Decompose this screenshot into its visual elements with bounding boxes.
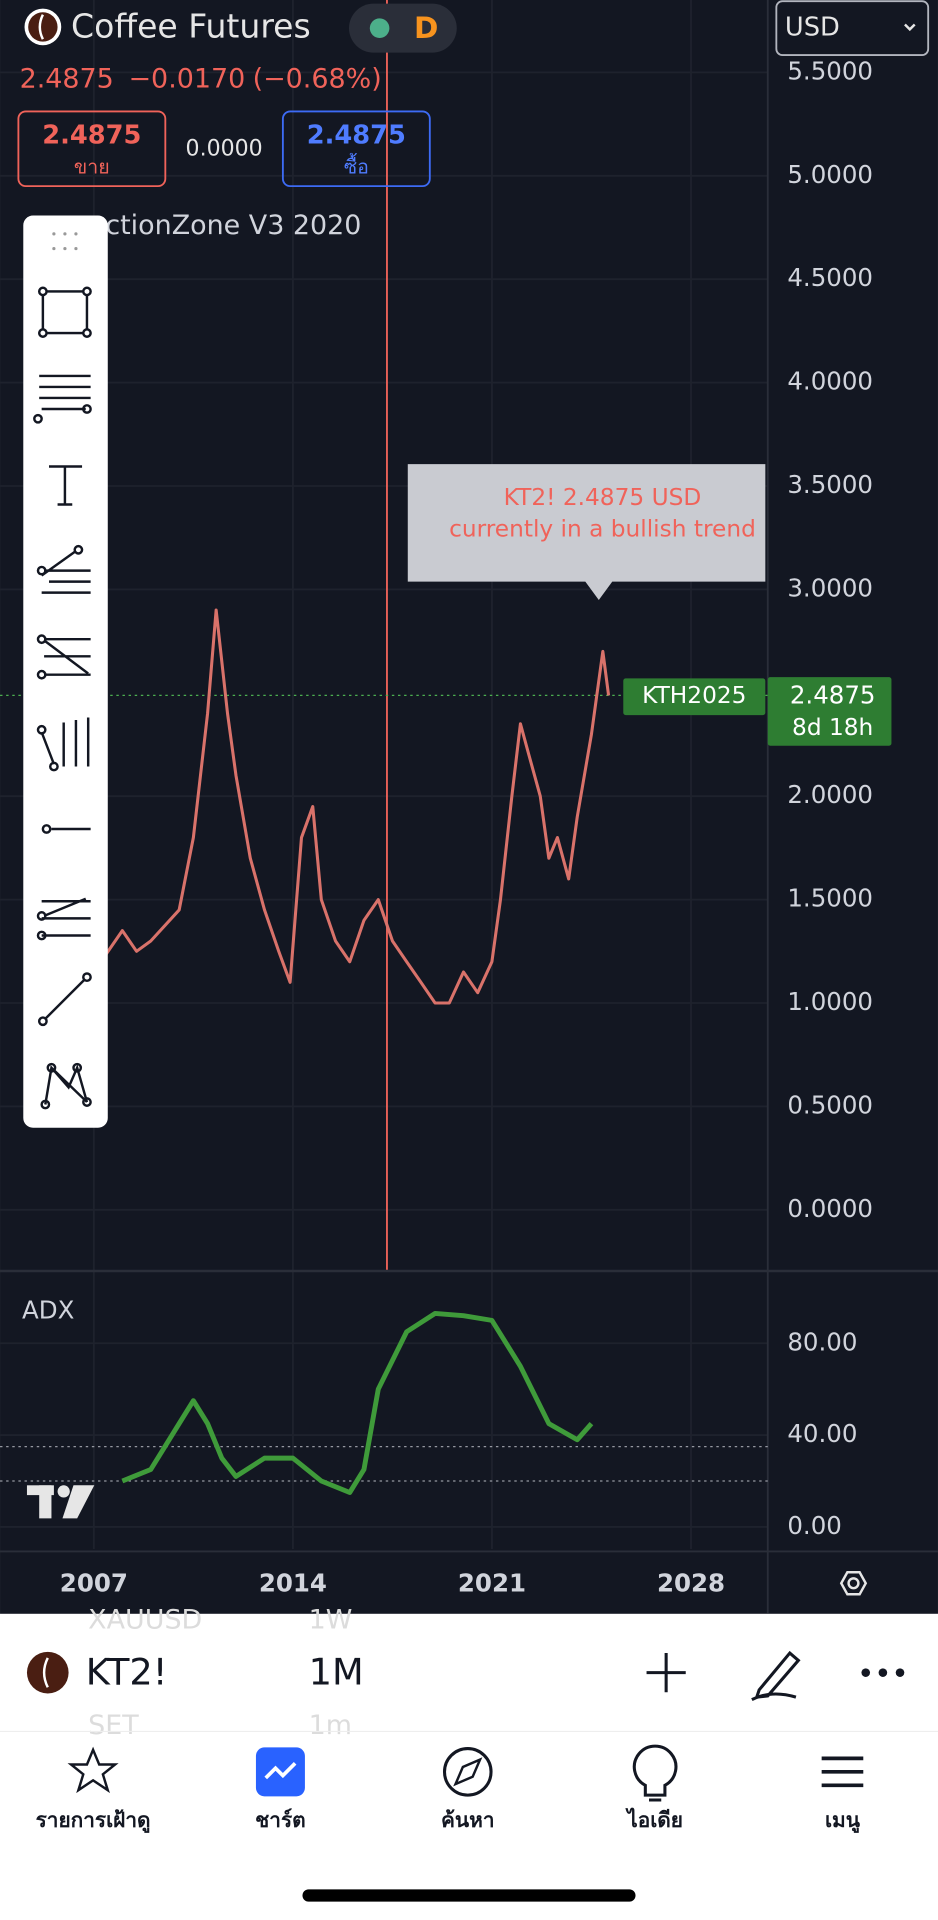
nav-icon[interactable] [67,1746,119,1794]
nav-label[interactable]: รายการเฝ้าดู [36,1808,151,1834]
market-status [369,18,390,38]
symbol-tag [623,678,766,716]
y-tick-label: 3.0000 [787,573,873,602]
picker-item: 1W [309,1605,353,1636]
tool-pitchfork[interactable] [36,634,91,680]
nav-label[interactable]: เมนู [825,1808,861,1834]
interval-badge: D [414,11,438,45]
settings-icon[interactable] [839,1571,868,1596]
x-tick-label: 2007 [60,1568,128,1597]
indicator-label: ctionZone V3 2020 [105,210,361,241]
tool-gann[interactable] [36,717,90,772]
picker-item: XAUUSD [88,1605,202,1636]
y-tick-label: 1.0000 [787,987,873,1016]
y-tick-label: 5.0000 [787,160,873,189]
bottom-interval[interactable]: 1M [309,1650,364,1693]
buy-price: 2.4875 [307,120,406,150]
tool-trendline[interactable] [37,972,92,1027]
nav-label[interactable]: ชาร์ต [255,1808,305,1832]
add-button[interactable] [646,1653,686,1693]
price-tag-value: 2.4875 [790,681,876,710]
y-tick-label: 40.00 [787,1419,857,1448]
spread: 0.0000 [186,136,263,161]
symbol-tag-text: KTH2025 [642,682,746,709]
x-tick-label: 2021 [458,1568,526,1597]
tool-parallel[interactable] [36,897,91,941]
home-indicator [302,1889,636,1902]
y-tick-label: 1.5000 [787,884,873,913]
more-button[interactable] [861,1668,905,1677]
y-tick-label: 0.00 [787,1511,841,1540]
tv-logo [26,1485,95,1519]
change-pct: (−0.68%) [253,63,382,94]
tooltip-line: KT2! 2.4875 USD [504,484,702,511]
tool-hline[interactable] [41,824,91,834]
drawing-toolbar [23,215,108,1128]
price-line [121,1310,594,1495]
nav-icon[interactable] [632,1744,678,1802]
nav-label[interactable]: ค้นหา [441,1808,495,1832]
tool-rectangle[interactable] [37,286,92,338]
change: −0.0170 [129,63,246,94]
draw-button[interactable] [751,1650,801,1701]
adx-title: ADX [22,1295,74,1324]
status-pill[interactable] [349,3,457,53]
picker-item: SET [88,1710,139,1741]
sell-label: ขาย [74,155,110,178]
x-tick-label: 2028 [657,1568,725,1597]
y-tick-label: 0.0000 [787,1194,873,1223]
symbol-logo-inner [28,12,58,42]
tooltip [407,464,766,600]
nav-icon[interactable] [821,1756,864,1788]
symbol-logo [26,1651,69,1694]
tooltip-line: currently in a bullish trend [449,516,756,543]
buy-button[interactable] [281,110,431,188]
y-tick-label: 3.5000 [787,470,873,499]
picker-item: 1m [309,1710,352,1741]
price-tag [767,677,892,746]
sell-button[interactable] [17,110,167,188]
y-tick-label: 4.5000 [787,263,873,292]
y-tick-label: 0.5000 [787,1090,873,1119]
x-tick-label: 2014 [259,1568,327,1597]
buy-label: ซื้อ [344,152,369,178]
tool-lines[interactable] [33,374,92,424]
y-tick-label: 80.00 [787,1327,857,1356]
nav-icon[interactable] [442,1747,493,1797]
chart-background [0,0,938,1614]
last-price: 2.4875 [20,63,114,94]
currency-select[interactable] [775,0,930,57]
price-line [49,608,611,1005]
y-tick-label: 4.0000 [787,367,873,396]
nav-label[interactable]: ไอเดีย [625,1807,683,1832]
countdown: 8d 18h [792,714,873,741]
sell-price: 2.4875 [42,120,141,150]
tool-pattern[interactable] [40,1062,92,1110]
bottom-symbol[interactable]: KT2! [86,1650,168,1693]
tool-text[interactable] [48,465,83,506]
y-tick-label: 5.5000 [787,56,873,85]
y-tick-label: 2.0000 [787,780,873,809]
currency: USD [785,13,840,43]
symbol-name: Coffee Futures [71,7,311,46]
price-change: 2.4875 −0.0170 (−0.68%) [20,63,382,94]
tool-fib[interactable] [36,544,91,594]
